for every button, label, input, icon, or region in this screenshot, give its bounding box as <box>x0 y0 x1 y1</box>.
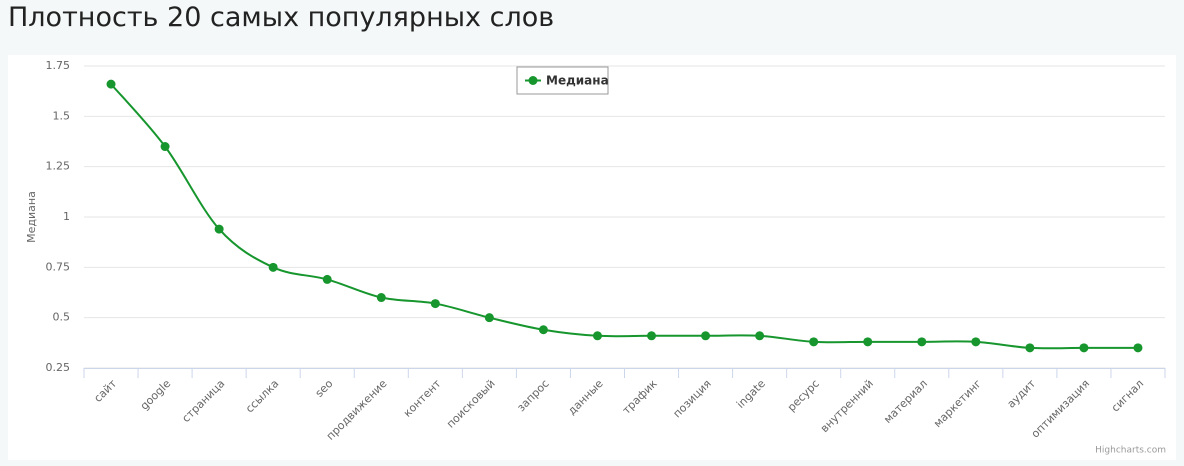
y-tick-label: 0.25 <box>46 361 71 374</box>
point <box>538 325 548 335</box>
point <box>106 79 116 89</box>
point <box>322 274 332 284</box>
legend-symbol <box>528 76 538 85</box>
y-tick-label: 0.75 <box>46 260 71 273</box>
page-title: Плотность 20 самых популярных слов <box>8 2 555 33</box>
y-tick-label: 1.5 <box>53 109 71 122</box>
point <box>755 331 765 341</box>
point <box>214 224 224 234</box>
point <box>647 331 657 341</box>
point <box>592 331 602 341</box>
point <box>1133 343 1143 353</box>
point <box>701 331 711 341</box>
series-line <box>110 83 1138 350</box>
point <box>917 337 927 347</box>
point <box>1079 343 1089 353</box>
point <box>430 299 440 309</box>
point <box>268 262 278 272</box>
point <box>160 142 170 152</box>
point <box>1025 343 1035 353</box>
y-tick-label: 0.5 <box>53 311 71 324</box>
point <box>863 337 873 347</box>
point <box>971 337 981 347</box>
chart-background <box>8 55 1176 460</box>
point <box>809 337 819 347</box>
y-tick-label: 1.25 <box>46 160 71 173</box>
y-tick-label: 1 <box>63 210 70 223</box>
y-tick-label: 1.75 <box>46 59 71 72</box>
point <box>484 313 494 323</box>
y-axis-title: Медиана <box>25 191 38 243</box>
legend-label: Медиана <box>546 74 609 88</box>
point <box>376 293 386 303</box>
credits: Highcharts.com <box>1095 446 1166 456</box>
